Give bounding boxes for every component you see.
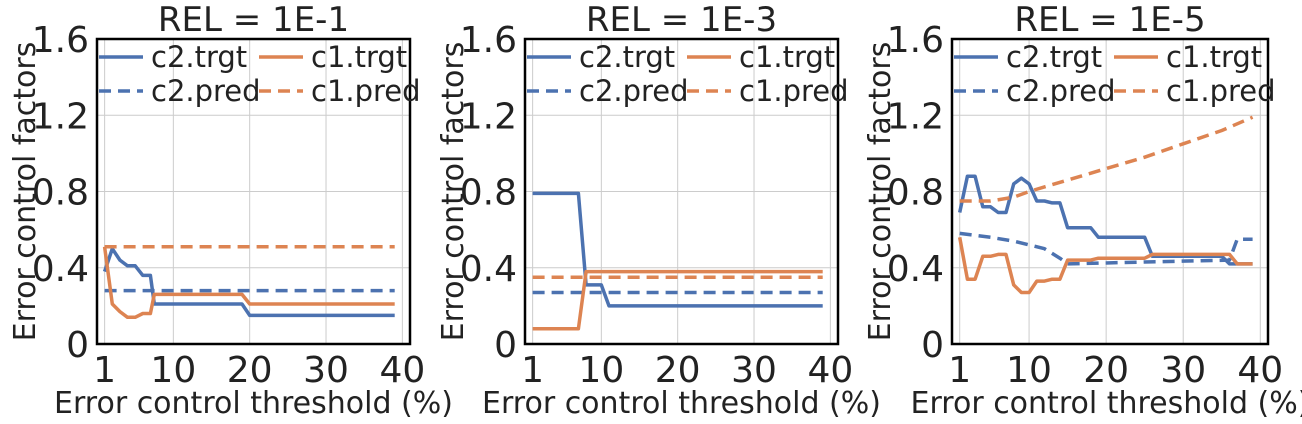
legend-label: c2.trgt xyxy=(579,40,675,74)
y-axis-label: Error control factors xyxy=(863,42,898,342)
y-tick-label: 0 xyxy=(494,325,517,366)
y-tick-label: 1.2 xyxy=(32,96,89,137)
y-tick-label: 0 xyxy=(66,325,89,366)
chart-panel-3: 1 10 20 30 40 00.40.81.21.6 c2.trgt c1.trgtc2… xyxy=(863,0,1302,421)
legend-label: c1.trgt xyxy=(311,40,407,74)
series-lines xyxy=(102,245,395,320)
x-tick-label: 30 xyxy=(1160,350,1206,391)
legend-label: c1.pred xyxy=(311,74,421,108)
chart-title: REL = 1E-1 xyxy=(158,0,349,40)
x-tick-label: 1 xyxy=(521,350,544,391)
x-tick-label: 10 xyxy=(150,350,196,391)
legend-label: c1.trgt xyxy=(1166,40,1262,74)
x-axis-label: Error control threshold (%) xyxy=(54,386,453,421)
legend: c2.trgt c1.trgt c2.pred c1.pred xyxy=(527,40,849,108)
legend: c2.trgt c1.trgt c2.pred c1.pred xyxy=(954,40,1276,108)
x-axis-label: Error control threshold (%) xyxy=(482,386,881,421)
chart-title: REL = 1E-5 xyxy=(1014,0,1205,40)
y-tick-label: 1.6 xyxy=(460,20,517,61)
series-line-c2-trgt xyxy=(532,191,823,308)
x-tick-label: 10 xyxy=(1006,350,1052,391)
x-tick-label: 20 xyxy=(655,350,701,391)
chart-panel-1: 1 10 20 30 40 00.40.81.21.6 c2.trgt c1.trgtc2… xyxy=(8,0,453,421)
x-tick-label: 40 xyxy=(807,350,853,391)
y-tick-labels: 0 0.4 0.8 1.2 1.6 xyxy=(460,20,517,366)
chart-panel-2: 1 10 20 30 40 00.40.81.21.6 c2.trgt c1.trgtc2… xyxy=(436,0,881,421)
series-lines xyxy=(532,191,823,331)
legend-label: c1.pred xyxy=(739,74,849,108)
legend-label: c1.trgt xyxy=(739,40,835,74)
x-tick-label: 30 xyxy=(303,350,349,391)
x-tick-label: 30 xyxy=(731,350,777,391)
legend-label: c2.pred xyxy=(1006,74,1116,108)
x-tick-labels: 1 10 20 30 40 xyxy=(521,350,853,391)
x-tick-label: 20 xyxy=(227,350,273,391)
legend-label: c2.trgt xyxy=(151,40,247,74)
legend-label: c1.pred xyxy=(1166,74,1276,108)
y-tick-label: 0.8 xyxy=(32,173,89,214)
legend-label: c2.pred xyxy=(579,74,689,108)
x-tick-labels: 1 10 20 30 40 xyxy=(948,350,1283,391)
y-axis-label: Error control factors xyxy=(8,42,43,342)
legend-label: c2.pred xyxy=(151,74,261,108)
x-tick-label: 40 xyxy=(1237,350,1283,391)
plot-frame xyxy=(950,37,1270,346)
x-tick-labels: 1 10 20 30 40 xyxy=(93,350,425,391)
x-tick-label: 20 xyxy=(1083,350,1129,391)
y-tick-label: 1.6 xyxy=(887,20,944,61)
y-tick-labels: 0 0.4 0.8 1.2 1.6 xyxy=(32,20,89,366)
series-line-c2-trgt xyxy=(102,246,395,318)
y-tick-label: 0 xyxy=(921,325,944,366)
x-tick-label: 40 xyxy=(379,350,425,391)
y-tick-label: 1.2 xyxy=(460,96,517,137)
x-tick-label: 10 xyxy=(578,350,624,391)
series-line-c1-trgt xyxy=(532,269,823,331)
series-line-c1-trgt xyxy=(102,246,395,320)
y-tick-label: 0.8 xyxy=(887,173,944,214)
plot-frame xyxy=(523,37,840,346)
plot-frame xyxy=(95,37,412,346)
series-line-c1-pred xyxy=(959,115,1254,203)
x-tick-label: 1 xyxy=(948,350,971,391)
y-tick-label: 1.2 xyxy=(887,96,944,137)
series-line-c1-trgt xyxy=(957,236,1253,295)
legend-label: c2.trgt xyxy=(1006,40,1102,74)
chart-title: REL = 1E-3 xyxy=(586,0,777,40)
series-line-c2-pred xyxy=(959,231,1253,266)
legend: c2.trgt c1.trgt c2.pred c1.pred xyxy=(99,40,421,108)
y-axis-label: Error control factors xyxy=(436,42,471,342)
y-tick-labels: 0 0.4 0.8 1.2 1.6 xyxy=(887,20,944,366)
x-axis-label: Error control threshold (%) xyxy=(911,386,1302,421)
series-lines xyxy=(957,115,1254,295)
y-tick-label: 0.4 xyxy=(460,249,517,290)
y-tick-label: 0.8 xyxy=(460,173,517,214)
y-tick-label: 0.4 xyxy=(32,249,89,290)
y-tick-label: 1.6 xyxy=(32,20,89,61)
y-tick-label: 0.4 xyxy=(887,249,944,290)
x-tick-label: 1 xyxy=(93,350,116,391)
